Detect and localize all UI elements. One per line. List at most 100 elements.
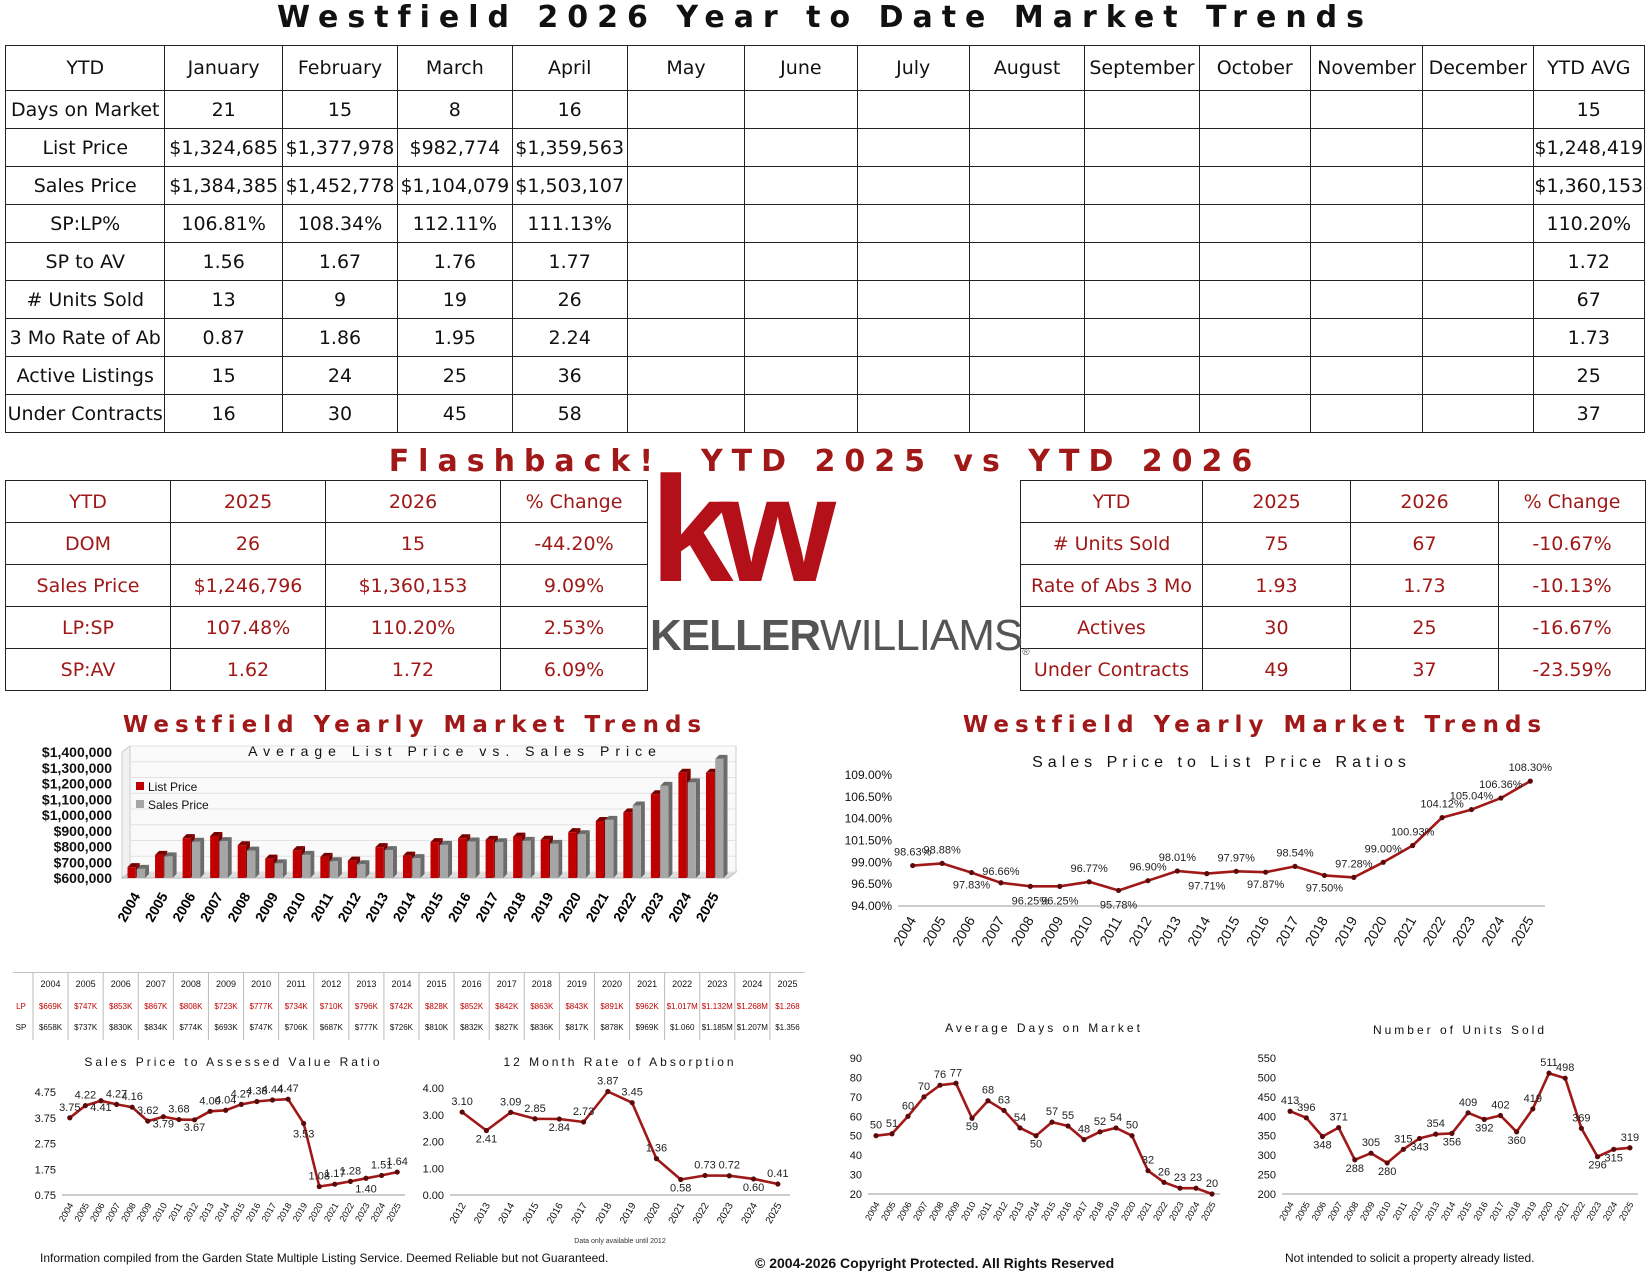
table-cell: [1084, 280, 1200, 319]
x-tick-label: 2020: [1119, 1200, 1138, 1222]
data-point: [1627, 1145, 1633, 1151]
y-tick-label: 300: [1258, 1150, 1276, 1162]
table-lp-value: $796K: [355, 1002, 379, 1011]
x-tick-label: 2015: [521, 1201, 542, 1226]
data-point: [1611, 1146, 1617, 1152]
ytd-row-label: Sales Price: [4, 166, 166, 205]
data-label: 54: [1014, 1112, 1026, 1124]
x-tick-label: 2007: [104, 1201, 123, 1223]
table-cell: 15: [281, 90, 399, 129]
table-cell: 111.13%: [511, 204, 628, 243]
data-label: 96.66%: [982, 866, 1020, 878]
table-row: LP:SP 107.48% 110.20% 2.53%: [5, 606, 648, 649]
bar-top: [467, 837, 480, 842]
x-tick-label: 2013: [1155, 913, 1185, 948]
bar-sales-price: [715, 758, 724, 878]
bar-side: [668, 781, 673, 878]
data-point: [1145, 1168, 1151, 1174]
data-label: 392: [1475, 1122, 1493, 1134]
flashback-right-row-label: Under Contracts: [1020, 648, 1203, 691]
y-tick-label: $1,400,000: [42, 744, 112, 760]
flashback-title: Flashback! YTD 2025 vs YTD 2026: [388, 444, 1262, 479]
data-label: 369: [1572, 1112, 1590, 1124]
flashback-right-row-label: Actives: [1020, 606, 1203, 649]
table-cell: [744, 318, 858, 357]
y-tick-label: 250: [1258, 1170, 1276, 1182]
x-tick-label: 2020: [1536, 1200, 1555, 1222]
bar-side: [172, 852, 177, 878]
x-tick-label: 2021: [1552, 1200, 1571, 1222]
table-cell: [626, 356, 746, 395]
bar-sales-price: [577, 834, 586, 878]
y-tick-label: 450: [1258, 1092, 1276, 1104]
data-point: [580, 1119, 587, 1125]
data-label: 99.00%: [1365, 843, 1403, 855]
y-tick-label: 70: [850, 1092, 862, 1104]
data-label: 3.79: [153, 1119, 174, 1131]
table-lp-value: $891K: [600, 1002, 624, 1011]
table-cell: 21: [164, 90, 283, 129]
y-tick-label: 50: [850, 1131, 862, 1143]
x-tick-label: 2023: [1585, 1200, 1604, 1222]
y-tick-label: $1,300,000: [42, 760, 112, 776]
wordmark-keller: KELLER: [650, 611, 821, 660]
data-label: 4.44: [262, 1084, 283, 1096]
data-label: 2.85: [524, 1103, 545, 1115]
data-point: [129, 1104, 135, 1110]
bar-top: [522, 836, 535, 841]
data-point: [1439, 815, 1445, 821]
bar-list-price: [320, 856, 329, 878]
table-cell: [968, 280, 1086, 319]
x-tick-label: 2005: [72, 1201, 91, 1223]
ytd-row-label: List Price: [4, 128, 166, 167]
table-cell: [968, 90, 1086, 129]
lp-sp-data-table: LP SP 2004 $669K $658K 2005 $747K $737K 2006 $853…: [13, 971, 805, 1040]
table-year: 2006: [111, 979, 131, 989]
table-lp-value: $962K: [636, 1002, 660, 1011]
bar-sales-price: [412, 858, 421, 878]
x-tick-label: 2023: [1167, 1200, 1186, 1222]
series-line: [461, 1090, 779, 1186]
x-tick-label: 2020: [555, 889, 585, 924]
table-row: Rate of Abs 3 Mo 1.93 1.73 -10.13%: [1020, 564, 1646, 607]
lp-vs-sp-bar-chart: $600,000$700,000$800,000$900,000$1,000,0…: [42, 743, 738, 924]
table-year: 2007: [146, 979, 166, 989]
table-cell: 15: [1532, 90, 1646, 129]
data-point: [1115, 887, 1122, 894]
table-cell: [626, 318, 746, 357]
table-row-label: LP: [16, 1002, 26, 1011]
x-tick-label: 2018: [275, 1201, 294, 1223]
table-cell: [626, 166, 746, 205]
x-tick-label: 2009: [252, 889, 282, 924]
data-label: 108.30%: [1509, 762, 1553, 774]
table-cell: [1422, 356, 1534, 395]
data-point: [556, 1116, 562, 1122]
table-row: DOM 26 15 -44.20%: [5, 522, 648, 565]
data-label: 96.25%: [1012, 895, 1050, 907]
table-lp-value: $1.268M: [737, 1002, 768, 1011]
chart-title: Sales Price to Assessed Value Ratio: [84, 1055, 382, 1069]
bar-list-price: [485, 839, 494, 878]
bar-list-price: [705, 772, 715, 878]
bar-side: [310, 850, 315, 878]
data-point: [285, 1096, 291, 1102]
bar-sales-price: [522, 840, 531, 878]
ytd-header-october: October: [1198, 45, 1311, 91]
data-label: 288: [1346, 1163, 1364, 1175]
x-tick-label: 2016: [1243, 913, 1273, 948]
data-point: [1177, 1185, 1183, 1191]
x-tick-label: 2019: [618, 1201, 639, 1226]
data-point: [1594, 1154, 1601, 1160]
table-cell: [1084, 318, 1200, 357]
y-tick-label: $1,000,000: [42, 807, 112, 823]
data-point: [605, 1088, 611, 1095]
table-cell: [626, 394, 746, 433]
x-tick-label: 2019: [1520, 1200, 1539, 1222]
table-cell: [1198, 242, 1311, 281]
bar-top: [155, 850, 168, 855]
table-year: 2022: [672, 979, 692, 989]
section-title-right: Westfield Yearly Market Trends: [962, 712, 1548, 738]
chart-title: Sales Price to List Price Ratios: [1032, 754, 1411, 771]
x-tick-label: 2025: [692, 889, 722, 924]
x-tick-label: 2011: [1096, 913, 1125, 947]
